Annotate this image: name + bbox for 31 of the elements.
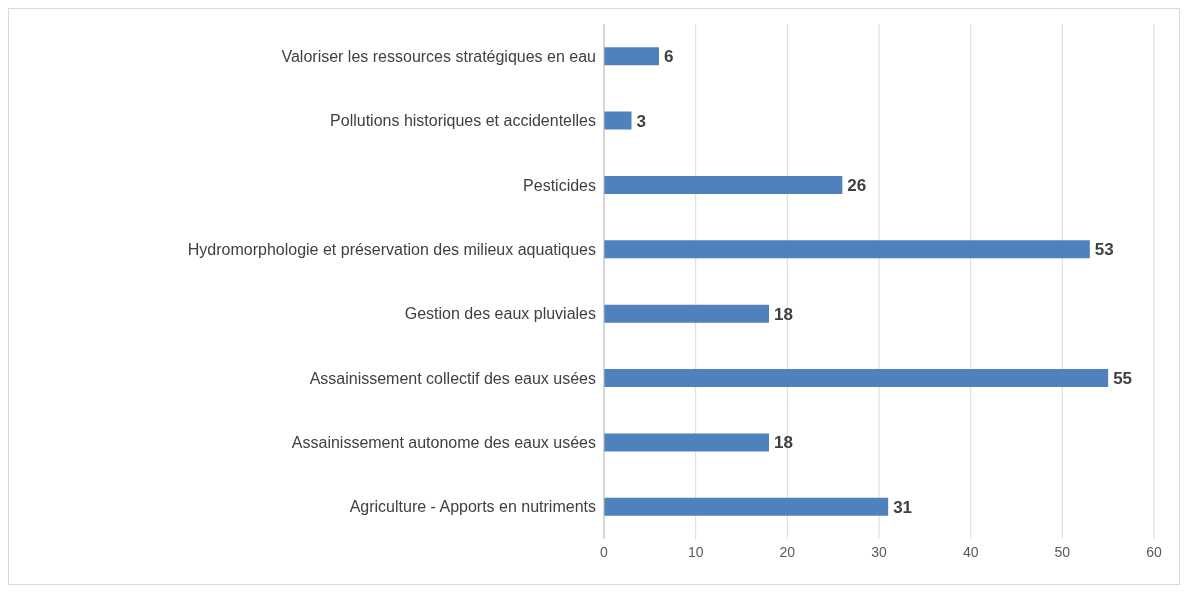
x-tick-label: 40 [962,543,979,560]
bar [604,47,659,66]
x-tick-label: 10 [687,543,704,560]
bar [604,433,769,452]
bar [604,304,769,323]
data-label: 6 [664,47,674,67]
data-label: 26 [847,175,867,195]
y-tick-label: Pollutions historiques et accidentelles [330,112,596,130]
bar [604,497,889,516]
x-tick-label: 20 [779,543,796,560]
bar [604,240,1090,259]
bar [604,175,843,194]
x-tick-label: 60 [1146,543,1162,560]
data-label: 55 [1113,369,1133,389]
data-label: 18 [774,304,793,324]
y-tick-label: Valoriser les ressources stratégiques en eau [281,47,596,65]
data-label: 31 [893,497,913,517]
y-tick-label: Hydromorphologie et préservation des milieux aquatiques [187,240,596,258]
y-tick-label: Gestion des eaux pluviales [404,305,596,323]
y-tick-label: Assainissement collectif des eaux usées [309,369,596,387]
data-label: 53 [1094,240,1114,260]
y-tick-label: Assainissement autonome des eaux usées [291,434,596,452]
data-label: 18 [774,433,793,453]
bar [604,111,632,130]
x-tick-label: 50 [1054,543,1071,560]
x-tick-label: 30 [871,543,887,560]
data-label: 3 [636,111,646,131]
y-tick-label: Agriculture - Apports en nutriments [349,498,596,516]
y-tick-label: Pesticides [523,176,596,194]
x-tick-label: 0 [600,543,609,560]
bar [604,369,1109,388]
